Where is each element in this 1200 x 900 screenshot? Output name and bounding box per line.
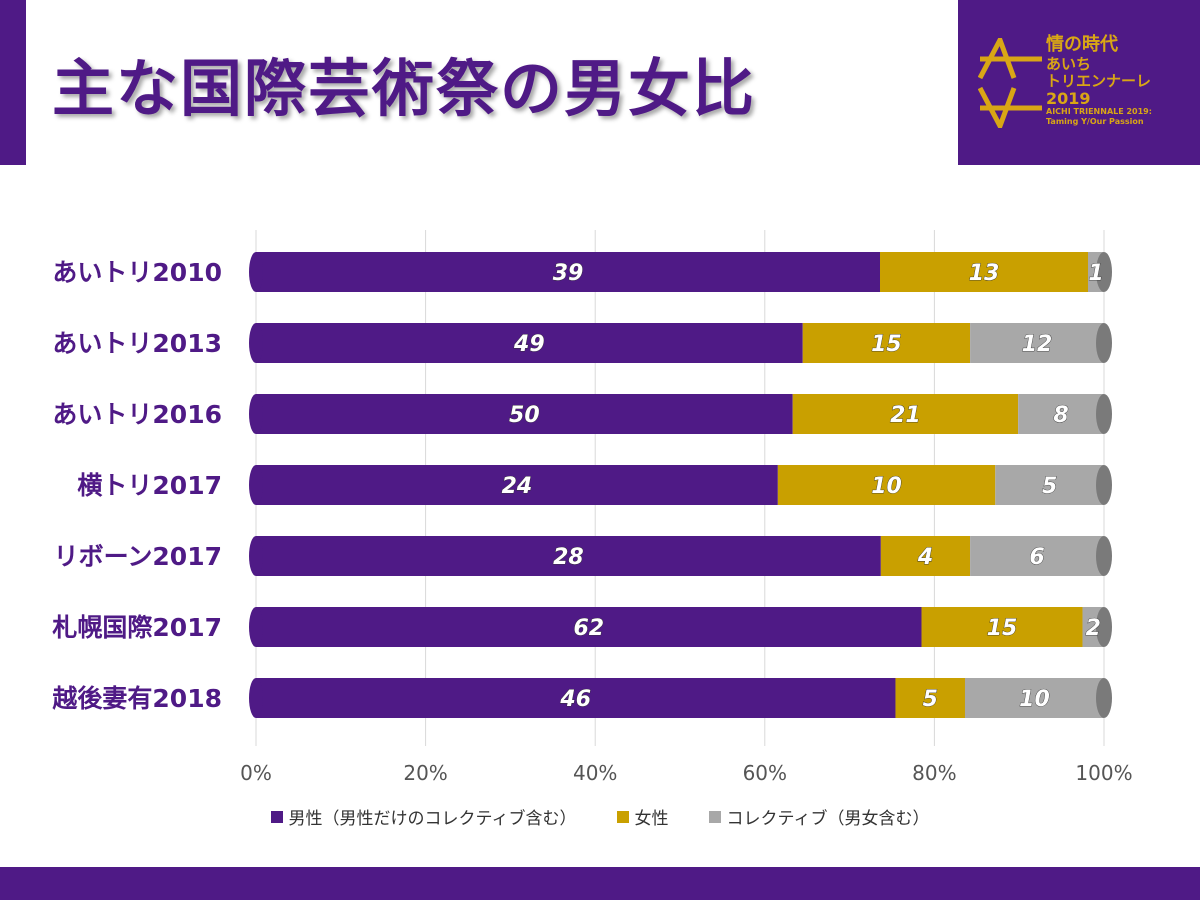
bar-collective [995,465,1104,505]
bar-collective [970,323,1104,363]
data-label-male: 28 [553,545,584,570]
bar-male [256,394,793,434]
bar-male [256,323,803,363]
bar-male [256,536,881,576]
bar-start-cap [249,465,263,505]
bar-female [880,252,1088,292]
bar-female [777,465,996,505]
data-label-female: 5 [923,687,938,712]
data-label-collective: 2 [1086,616,1101,641]
bar-start-cap [249,536,263,576]
logo-title: 情の時代 [1046,34,1118,55]
x-tick-label: 20% [403,761,447,785]
bar-female [880,536,971,576]
x-tick-label: 100% [1075,761,1132,785]
aichi-triennale-logo: 情の時代 あいち トリエンナーレ 2019 AICHI TRIENNALE 20… [958,0,1200,165]
legend-item-collective: コレクティブ（男女含む） [708,804,930,829]
logo-year: 2019 [1046,89,1091,108]
data-label-male: 46 [559,687,591,712]
bar-start-cap [249,607,263,647]
x-tick-label: 60% [743,761,787,785]
x-tick-label: 40% [573,761,617,785]
bar-end-cap [1096,536,1112,576]
data-label-male: 24 [502,474,533,499]
legend-swatch-male [270,810,283,823]
bar-end-cap [1096,607,1112,647]
category-label: リボーン2017 [54,542,222,571]
data-label-collective: 6 [1029,545,1044,570]
data-label-collective: 8 [1053,403,1068,428]
aichi-logo-mark-icon [978,38,1042,128]
data-label-male: 49 [513,332,545,357]
logo-english-subtitle: Taming Y/Our Passion [1046,117,1144,126]
bar-start-cap [249,252,263,292]
bar-male [256,607,922,647]
data-label-collective: 1 [1088,261,1103,286]
bar-collective [970,536,1104,576]
data-label-collective: 12 [1022,332,1053,357]
page-title: 主な国際芸術祭の男女比 [52,52,757,125]
legend-item-female: 女性 [616,804,669,829]
data-label-male: 39 [553,261,584,286]
data-label-female: 4 [917,545,933,570]
bar-start-cap [249,394,263,434]
logo-text: 情の時代 あいち トリエンナーレ 2019 AICHI TRIENNALE 20… [1046,34,1152,127]
data-label-female: 21 [890,403,921,428]
footer-bar [0,867,1200,900]
legend-label-male: 男性（男性だけのコレクティブ含む） [288,809,577,829]
bar-end-cap [1096,394,1112,434]
bar-collective [964,678,1104,718]
x-tick-label: 0% [240,761,272,785]
header-accent-bar [0,0,26,165]
legend-label-female: 女性 [634,809,669,829]
category-label: 越後妻有2018 [52,684,222,713]
category-label: 横トリ2017 [77,471,222,500]
legend-swatch-female [616,810,629,823]
bar-end-cap [1096,252,1112,292]
category-label: あいトリ2010 [52,258,222,287]
data-label-female: 13 [969,261,1000,286]
bar-female [921,607,1083,647]
bar-male [256,465,778,505]
data-label-female: 15 [871,332,902,357]
x-tick-label: 80% [912,761,956,785]
bar-start-cap [249,323,263,363]
legend-label-collective: コレクティブ（男女含む） [726,809,930,829]
bar-start-cap [249,678,263,718]
bar-male [256,678,896,718]
data-label-male: 62 [573,616,604,641]
bar-end-cap [1096,465,1112,505]
legend-item-male: 男性（男性だけのコレクティブ含む） [270,804,577,829]
bar-female [792,394,1019,434]
data-label-female: 15 [987,616,1018,641]
bar-end-cap [1096,323,1112,363]
category-label: 札幌国際2017 [51,613,222,642]
data-label-collective: 5 [1042,474,1057,499]
data-label-male: 50 [509,403,540,428]
logo-line-aichi: あいち [1046,55,1092,73]
bar-female [895,678,965,718]
bar-collective [1018,394,1104,434]
bar-male [256,252,880,292]
chart-legend: 男性（男性だけのコレクティブ含む） 女性 コレクティブ（男女含む） [0,804,1200,829]
logo-line-triennale: トリエンナーレ [1046,72,1152,90]
bar-female [802,323,971,363]
legend-swatch-collective [708,810,721,823]
logo-english-title: AICHI TRIENNALE 2019: [1046,107,1152,116]
bar-end-cap [1096,678,1112,718]
category-label: あいトリ2013 [52,329,222,358]
data-label-collective: 10 [1019,687,1050,712]
data-label-female: 10 [871,474,902,499]
category-label: あいトリ2016 [52,400,222,429]
